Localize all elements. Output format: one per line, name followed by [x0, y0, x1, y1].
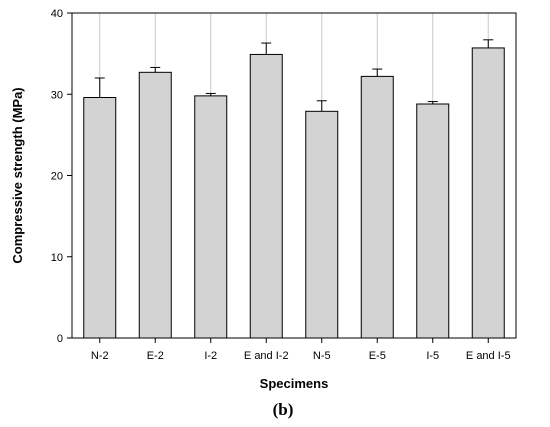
x-tick-label: E-5	[369, 350, 386, 362]
y-tick-label: 20	[51, 171, 63, 183]
bar	[194, 95, 228, 339]
panel-label: (b)	[273, 400, 294, 419]
y-tick-label: 10	[51, 252, 63, 264]
x-tick-label: I-5	[426, 350, 439, 362]
bar	[138, 71, 172, 339]
y-tick-label: 0	[57, 333, 63, 345]
plot-frame	[71, 12, 517, 339]
y-axis-title: Compressive strength (MPa)	[10, 87, 25, 263]
bars	[83, 47, 505, 339]
bar	[416, 103, 450, 339]
x-tick-label: N-5	[313, 350, 331, 362]
error-bars	[94, 39, 494, 112]
y-axis: 0 10 20 30 40	[51, 8, 72, 345]
y-tick-label: 40	[51, 8, 63, 20]
x-axis-title: Specimens	[260, 376, 329, 391]
x-tick-label: I-2	[204, 350, 217, 362]
y-tick-label: 30	[51, 89, 63, 101]
x-tick-label: N-2	[91, 350, 109, 362]
bar	[83, 97, 117, 339]
bar	[305, 110, 339, 339]
bar	[360, 75, 394, 339]
x-tick-label: E and I-5	[466, 350, 511, 362]
x-axis: N-2 E-2 I-2 E and I-2 N-5 E-5 I-5 E and I-5	[91, 338, 511, 362]
bar	[471, 47, 505, 339]
x-tick-label: E-2	[147, 350, 164, 362]
bar	[249, 53, 283, 339]
x-tick-label: E and I-2	[244, 350, 289, 362]
